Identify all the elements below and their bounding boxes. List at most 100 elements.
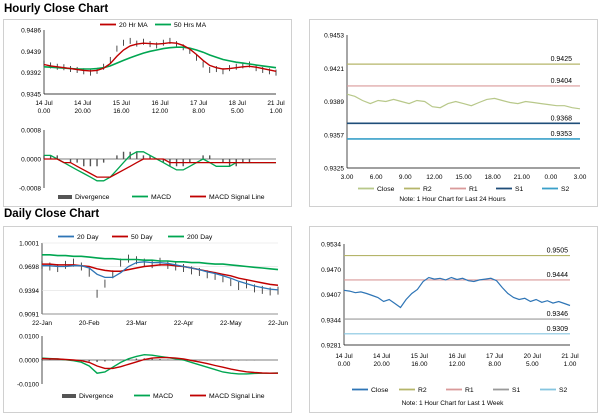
hourly-price-xtick-label: 14 Jul 0.00 (35, 100, 53, 115)
hourly-price-xtick-label: 21 Jul 1.00 (267, 100, 285, 115)
hourly-levels-ytick-label: 0.9325 (324, 166, 344, 173)
daily-level-s1-label: 0.9346 (547, 311, 569, 318)
hourly-price-xtick-label: 17 Jul 8.00 (190, 100, 208, 115)
hourly-levels-xtick-label: 21.00 (514, 174, 531, 181)
daily-levels-ytick-label: 0.9534 (321, 242, 341, 249)
daily-price-xtick-label: 20-Feb (79, 320, 100, 327)
hourly-price-ytick-label: 0.9439 (21, 49, 41, 56)
hourly-price-xtick-label: 16 Jul 12.00 (151, 100, 169, 115)
hourly-right-frame (309, 19, 598, 207)
hourly-macd-ytick-label: 0.0008 (21, 128, 41, 135)
daily-price-xtick-label: 23-Mar (126, 320, 147, 327)
hourly-level-s2-label: 0.9353 (551, 131, 573, 138)
daily-signal-line (41, 356, 278, 374)
hourly-legend-divergence-swatch (58, 195, 72, 199)
daily-price-xtick-label: 22-May (220, 320, 242, 327)
hourly-price-ytick-label: 0.9345 (21, 92, 41, 99)
daily-levels-ytick-label: 0.9470 (321, 267, 341, 274)
hourly-level-s1-label: 0.9368 (551, 115, 573, 122)
daily-level-s2-label: 0.9309 (547, 326, 569, 333)
daily-levels-close-line (343, 276, 571, 309)
hourly-levels-xtick-label: 18.00 (484, 174, 501, 181)
hourly-levels-xtick-label: 3.00 (574, 174, 587, 181)
hourly-price-xtick-label: 18 Jul 5.00 (229, 100, 247, 115)
hourly-levels-ytick-label: 0.9453 (324, 33, 344, 40)
daily-macd-line (41, 353, 279, 375)
daily-levels-legend-r1-label: R1 (465, 387, 474, 394)
daily-price-ytick-label: 0.9698 (19, 264, 39, 271)
daily-200day-line (42, 254, 279, 271)
daily-levels-xtick-label: 14 Jul 0.00 (335, 353, 353, 368)
daily-levels-legend-close-label: Close (371, 387, 389, 394)
hourly-price-xtick-label: 14 Jul 20.00 (74, 100, 92, 115)
hourly-macd-ytick-label: -0.0008 (19, 186, 41, 193)
hourly-legend-50hr-label: 50 Hrs MA (174, 22, 207, 29)
daily-price-xtick-label: 22-Jan (32, 320, 52, 327)
hourly-levels-legend-close-label: Close (377, 186, 395, 193)
daily-section-title: Daily Close Chart (4, 208, 100, 220)
daily-levels-xtick-label: 21 Jul 1.00 (561, 353, 579, 368)
hourly-levels-xtick-label: 15.00 (455, 174, 472, 181)
daily-legend-50day-label: 50 Day (131, 234, 153, 241)
daily-levels-ytick-label: 0.9344 (321, 317, 341, 324)
daily-price-xtick-label: 22-Apr (174, 320, 194, 327)
daily-legend-20day-label: 20 Day (77, 234, 99, 241)
hourly-left-frame (3, 19, 292, 207)
hourly-macd-line (44, 151, 276, 182)
hourly-levels-xtick-label: 6.00 (370, 174, 383, 181)
daily-price-ytick-label: 1.0001 (19, 241, 39, 248)
daily-levels-legend-s1-label: S1 (512, 387, 521, 394)
hourly-price-ytick-label: 0.9392 (21, 70, 41, 77)
daily-legend-divergence-label: Divergence (79, 393, 114, 400)
daily-levels-note: Note: 1 Hour Chart for Last 1 Week (401, 400, 504, 407)
daily-levels-xtick-label: 17 Jul 8.00 (486, 353, 504, 368)
daily-macd-ytick-label: -0.0100 (17, 382, 39, 389)
hourly-level-r1-label: 0.9404 (551, 78, 573, 85)
hourly-levels-ytick-label: 0.9421 (324, 66, 344, 73)
daily-legend-200day-label: 200 Day (187, 234, 213, 241)
daily-levels-xtick-label: 15 Jul 16.00 (411, 353, 429, 368)
hourly-levels-legend-r1-label: R1 (469, 186, 478, 193)
hourly-levels-close-line (346, 93, 581, 110)
daily-legend-signal-label: MACD Signal Line (209, 393, 265, 400)
hourly-legend-divergence-label: Divergence (75, 194, 110, 201)
hourly-levels-note: Note: 1 Hour Chart for Last 24 Hours (399, 196, 506, 203)
hourly-20hr-ma-line (43, 41, 277, 72)
hourly-levels-legend-s2-label: S2 (561, 186, 570, 193)
daily-price-xtick-label: 22-Jun (268, 320, 288, 327)
hourly-legend-macd-label: MACD (151, 194, 171, 201)
hourly-levels-ytick-label: 0.9389 (324, 99, 344, 106)
hourly-levels-xtick-label: 3.00 (341, 174, 354, 181)
hourly-levels-legend-s1-label: S1 (515, 186, 524, 193)
daily-20day-line (42, 261, 279, 291)
daily-levels-xtick-label: 20 Jul 5.00 (524, 353, 542, 368)
daily-level-r1-label: 0.9444 (547, 272, 569, 279)
daily-level-r2-label: 0.9505 (547, 248, 569, 255)
hourly-signal-line (44, 158, 276, 178)
daily-levels-legend-s2-label: S2 (559, 387, 568, 394)
daily-price-ytick-label: 0.9394 (19, 288, 39, 295)
daily-levels-legend-r2-label: R2 (418, 387, 427, 394)
daily-left-frame (3, 226, 292, 413)
hourly-macd-ytick-label: 0.0000 (21, 157, 41, 164)
hourly-price-ytick-label: 0.9486 (21, 28, 41, 35)
hourly-section-title: Hourly Close Chart (4, 3, 109, 15)
hourly-levels-xtick-label: 0.00 (545, 174, 558, 181)
hourly-level-r2-label: 0.9425 (551, 56, 573, 63)
daily-legend-divergence-swatch (62, 394, 76, 398)
hourly-levels-legend-r2-label: R2 (423, 186, 432, 193)
hourly-levels-xtick-label: 9.00 (399, 174, 412, 181)
daily-levels-xtick-label: 14 Jul 20.00 (373, 353, 391, 368)
daily-legend-macd-label: MACD (153, 393, 173, 400)
daily-levels-xtick-label: 16 Jul 12.00 (448, 353, 466, 368)
hourly-legend-20hr-label: 20 Hr MA (119, 22, 148, 29)
hourly-levels-ytick-label: 0.9357 (324, 132, 344, 139)
daily-macd-ytick-label: 0.0100 (19, 334, 39, 341)
hourly-legend-signal-label: MACD Signal Line (209, 194, 265, 201)
hourly-50hr-ma-line (43, 46, 277, 70)
daily-levels-ytick-label: 0.9281 (321, 343, 341, 350)
daily-price-ytick-label: 0.9091 (19, 312, 39, 319)
hourly-levels-xtick-label: 12.00 (426, 174, 443, 181)
hourly-price-xtick-label: 15 Jul 16.00 (113, 100, 131, 115)
